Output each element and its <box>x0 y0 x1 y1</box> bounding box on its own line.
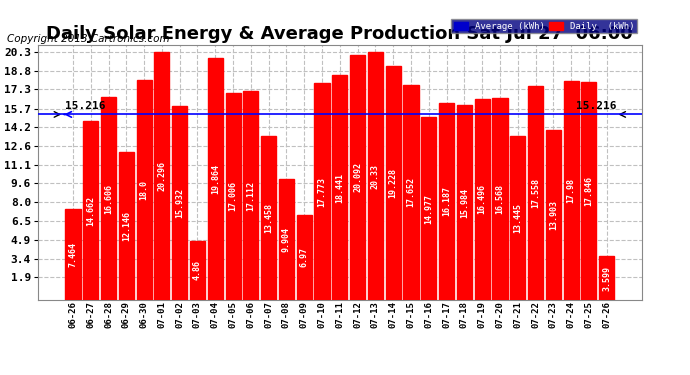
Bar <box>368 52 383 300</box>
Bar <box>493 98 508 300</box>
Bar <box>66 209 81 300</box>
Bar <box>386 66 401 300</box>
Bar <box>564 81 579 300</box>
Bar <box>208 58 223 300</box>
Bar <box>315 83 330 300</box>
Bar <box>439 103 454 300</box>
Text: 16.606: 16.606 <box>104 184 113 214</box>
Text: 17.558: 17.558 <box>531 178 540 208</box>
Text: 6.97: 6.97 <box>299 248 308 267</box>
Bar <box>261 136 276 300</box>
Text: 18.441: 18.441 <box>335 172 344 202</box>
Bar <box>244 91 259 300</box>
Bar <box>279 179 294 300</box>
Bar <box>546 130 561 300</box>
Text: 3.599: 3.599 <box>602 266 611 291</box>
Bar <box>155 53 170 300</box>
Text: 15.216: 15.216 <box>576 101 616 111</box>
Bar <box>582 82 596 300</box>
Text: 16.187: 16.187 <box>442 186 451 216</box>
Legend: Average (kWh), Daily  (kWh): Average (kWh), Daily (kWh) <box>451 19 637 33</box>
Text: 13.903: 13.903 <box>549 200 558 230</box>
Text: 15.932: 15.932 <box>175 188 184 218</box>
Bar <box>226 93 241 300</box>
Bar <box>333 75 347 300</box>
Text: 19.864: 19.864 <box>210 164 220 194</box>
Bar <box>404 85 419 300</box>
Bar <box>119 152 134 300</box>
Text: 16.568: 16.568 <box>495 184 504 214</box>
Title: Daily Solar Energy & Average Production Sat Jul 27  06:00: Daily Solar Energy & Average Production … <box>46 26 633 44</box>
Text: 19.228: 19.228 <box>388 168 397 198</box>
Text: 20.33: 20.33 <box>371 164 380 189</box>
Bar <box>190 241 205 300</box>
Text: 17.773: 17.773 <box>317 177 326 207</box>
Text: 13.458: 13.458 <box>264 203 273 233</box>
Bar <box>475 99 490 300</box>
Bar <box>350 55 365 300</box>
Bar <box>101 98 116 300</box>
Text: 9.904: 9.904 <box>282 227 291 252</box>
Text: 12.146: 12.146 <box>122 211 131 241</box>
Bar <box>421 117 436 300</box>
Text: 17.112: 17.112 <box>246 181 255 211</box>
Text: 13.445: 13.445 <box>513 203 522 233</box>
Bar <box>172 106 187 300</box>
Text: 16.496: 16.496 <box>477 184 486 214</box>
Text: 17.652: 17.652 <box>406 177 415 207</box>
Text: 15.216: 15.216 <box>65 101 106 111</box>
Bar <box>83 121 98 300</box>
Text: 15.984: 15.984 <box>460 188 469 218</box>
Text: 20.092: 20.092 <box>353 162 362 192</box>
Bar <box>457 105 472 300</box>
Bar <box>528 86 543 300</box>
Text: 14.977: 14.977 <box>424 194 433 224</box>
Text: 20.296: 20.296 <box>157 161 166 191</box>
Text: 17.98: 17.98 <box>566 178 575 203</box>
Text: 18.0: 18.0 <box>139 180 148 200</box>
Text: 17.846: 17.846 <box>584 176 593 206</box>
Text: 14.662: 14.662 <box>86 196 95 226</box>
Bar <box>510 136 525 300</box>
Text: Copyright 2013 Cartronics.com: Copyright 2013 Cartronics.com <box>7 34 170 44</box>
Bar <box>137 81 152 300</box>
Text: 4.86: 4.86 <box>193 260 202 280</box>
Text: 17.006: 17.006 <box>228 181 237 211</box>
Bar <box>599 256 614 300</box>
Text: 7.464: 7.464 <box>68 242 77 267</box>
Bar <box>297 215 312 300</box>
